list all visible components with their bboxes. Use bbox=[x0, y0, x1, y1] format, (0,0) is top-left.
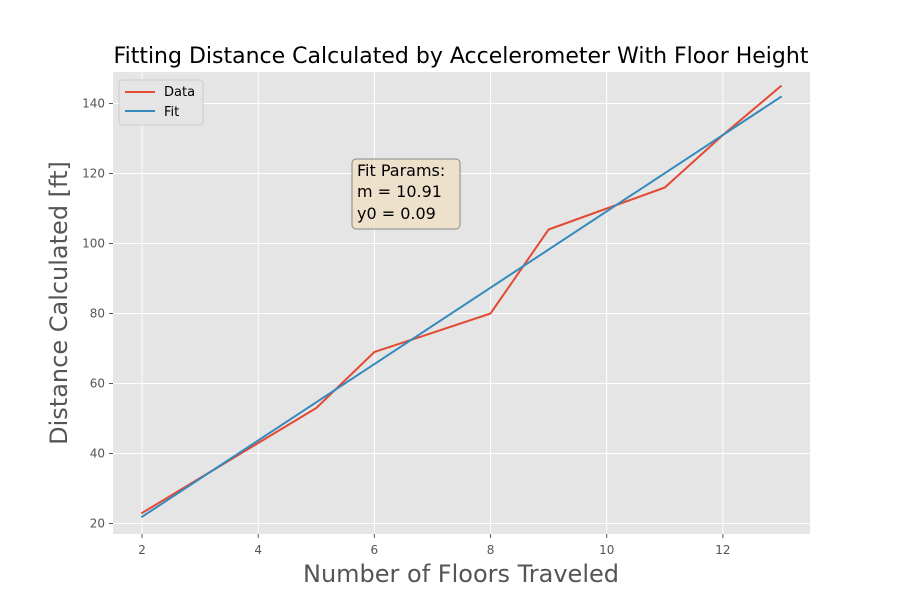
legend-label-fit: Fit bbox=[164, 105, 179, 120]
x-axis-label: Number of Floors Traveled bbox=[303, 560, 619, 588]
x-tick-label: 2 bbox=[138, 543, 146, 557]
plot-area bbox=[113, 72, 810, 534]
annotation-line-3: y0 = 0.09 bbox=[357, 204, 436, 223]
x-tick-label: 8 bbox=[487, 543, 495, 557]
y-tick-label: 140 bbox=[82, 97, 105, 111]
x-tick-label: 10 bbox=[599, 543, 614, 557]
legend-label-data: Data bbox=[164, 85, 195, 100]
y-tick-label: 100 bbox=[82, 237, 105, 251]
fit-params-box: Fit Params: m = 10.91 y0 = 0.09 bbox=[351, 158, 461, 230]
chart-title: Fitting Distance Calculated by Accelerom… bbox=[114, 44, 809, 69]
series-line-fit bbox=[141, 95, 782, 518]
y-tick-label: 40 bbox=[90, 447, 105, 461]
y-tick-label: 60 bbox=[90, 377, 105, 391]
grid bbox=[113, 72, 810, 534]
y-tick-label: 20 bbox=[90, 517, 105, 531]
x-tick-label: 12 bbox=[715, 543, 730, 557]
annotation-box bbox=[351, 158, 461, 230]
annotation-line-2: m = 10.91 bbox=[357, 182, 442, 201]
annotation-line-1: Fit Params: bbox=[357, 161, 445, 180]
y-axis-label: Distance Calculated [ft] bbox=[45, 161, 73, 445]
x-tick-label: 4 bbox=[254, 543, 262, 557]
series-lines bbox=[141, 85, 782, 518]
x-tick-label: 6 bbox=[371, 543, 379, 557]
y-tick-label: 80 bbox=[90, 307, 105, 321]
legend: Data Fit bbox=[118, 79, 204, 126]
ticks: 2 4 6 8 10 12 20 40 60 80 100 120 140 bbox=[82, 97, 730, 558]
series-line-data bbox=[141, 85, 782, 514]
y-tick-label: 120 bbox=[82, 167, 105, 181]
